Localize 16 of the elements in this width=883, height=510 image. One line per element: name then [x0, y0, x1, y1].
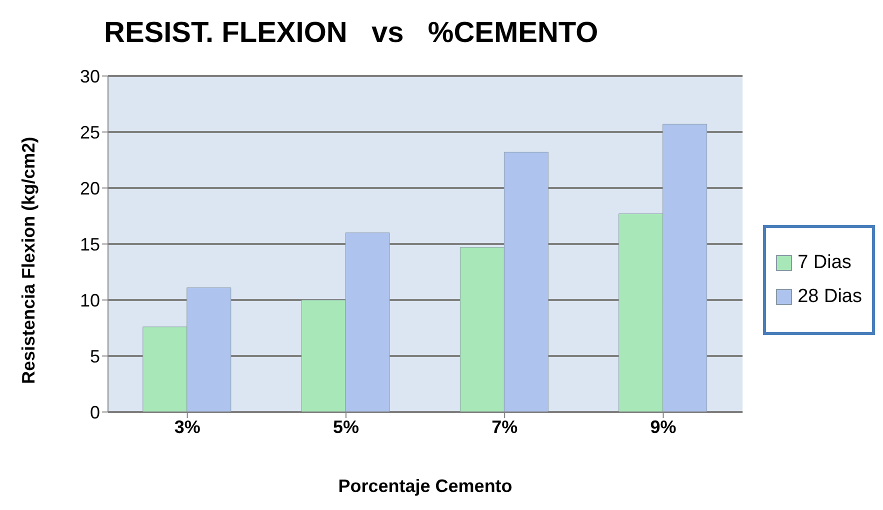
x-tick-label: 3%: [174, 416, 200, 437]
x-tick-label: 7%: [492, 416, 518, 437]
x-tick-label: 5%: [332, 416, 359, 437]
y-tick-label: 0: [90, 402, 100, 422]
y-tick-label: 5: [90, 346, 100, 366]
y-tick-label: 20: [80, 178, 100, 198]
legend-label: 28 Dias: [798, 286, 862, 308]
y-tick-label: 30: [80, 66, 100, 86]
x-axis-title: Porcentaje Cemento: [338, 476, 512, 496]
y-tick-label: 10: [80, 290, 100, 310]
y-tick-label: 25: [80, 122, 100, 142]
x-tick-label: 9%: [650, 416, 676, 437]
legend-label: 7 Dias: [798, 252, 852, 274]
chart-title: RESIST. FLEXION vs %CEMENTO: [103, 16, 600, 51]
y-axis-title: Resistencia Flexion (kg/cm2): [18, 136, 38, 384]
y-tick-label: 15: [80, 234, 100, 254]
